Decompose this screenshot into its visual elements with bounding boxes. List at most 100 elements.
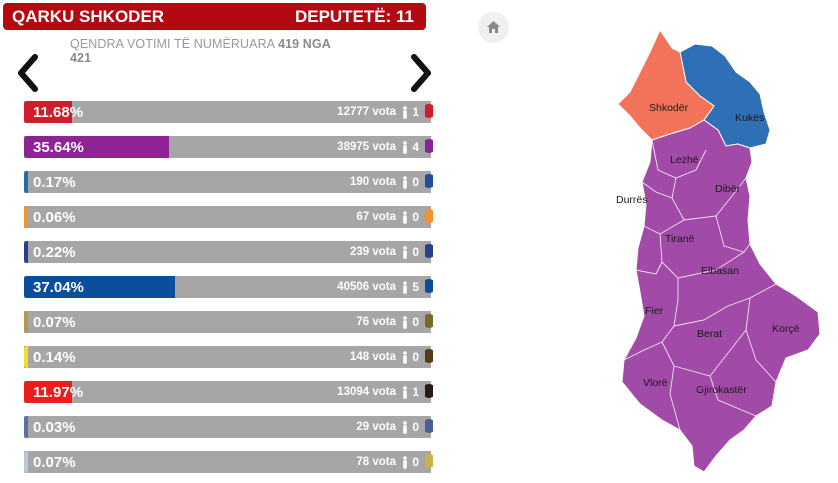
label-vlore: Vlorë	[643, 377, 668, 389]
counted-count: 419 NGA	[278, 37, 331, 51]
result-votes: 12777 vota	[337, 106, 396, 118]
result-seats: 1	[412, 105, 419, 119]
result-seats: 0	[412, 455, 419, 469]
result-percent: 0.22%	[33, 244, 76, 261]
party-result-row[interactable]: 0.17% 190 vota 0	[24, 171, 433, 193]
result-percent: 0.03%	[33, 419, 76, 436]
party-logo-icon	[425, 452, 433, 472]
prev-region-button[interactable]	[13, 53, 43, 93]
label-fier: Fier	[645, 305, 664, 317]
results-panel: QARKU SHKODER DEPUTETË: 11 QENDRA VOTIMI…	[3, 3, 436, 473]
result-votes: 40506 vota	[337, 281, 396, 293]
party-logo-icon	[425, 242, 433, 262]
party-result-row[interactable]: 11.68% 12777 vota 1	[24, 101, 433, 123]
result-seats: 0	[412, 175, 419, 189]
result-bar-fill	[24, 241, 28, 263]
result-bar-track	[24, 241, 431, 263]
result-bar-fill	[24, 101, 72, 123]
label-durres: Durrës	[616, 194, 648, 206]
person-icon	[403, 421, 407, 434]
next-region-button[interactable]	[406, 53, 436, 93]
label-shkoder: Shkodër	[649, 102, 689, 114]
label-elbasan: Elbasan	[701, 265, 739, 277]
result-seats: 5	[412, 280, 419, 294]
party-logo-icon	[425, 102, 433, 122]
result-percent: 37.04%	[33, 279, 84, 296]
party-result-row[interactable]: 35.64% 38975 vota 4	[24, 136, 433, 158]
result-bar-fill	[24, 311, 28, 333]
chevron-left-icon	[18, 54, 38, 92]
counted-centers-label: QENDRA VOTIMI TË NUMËRUARA 419 NGA 421	[70, 37, 370, 65]
party-result-row[interactable]: 0.03% 29 vota 0	[24, 416, 433, 438]
result-votes: 148 vota	[349, 351, 396, 363]
albania-map: Shkodër Kukës Lezhë Dibër Durrës Tiranë …	[616, 28, 821, 473]
region-header: QARKU SHKODER DEPUTETË: 11	[3, 3, 426, 30]
result-percent: 0.14%	[33, 349, 76, 366]
result-seats: 4	[412, 140, 419, 154]
result-votes: 67 vota	[356, 211, 396, 223]
chevron-right-icon	[411, 54, 431, 92]
party-logo-icon	[425, 347, 433, 367]
person-icon	[403, 211, 407, 224]
result-bar-track	[24, 206, 431, 228]
result-bar-fill	[24, 416, 28, 438]
person-icon	[403, 176, 407, 189]
counted-total: 421	[70, 51, 92, 65]
result-bar-fill	[24, 381, 72, 403]
party-result-row[interactable]: 37.04% 40506 vota 5	[24, 276, 433, 298]
result-bar-fill	[24, 136, 170, 158]
person-icon	[403, 281, 407, 294]
party-result-row[interactable]: 11.97% 13094 vota 1	[24, 381, 433, 403]
party-result-row[interactable]: 0.07% 78 vota 0	[24, 451, 433, 473]
result-bar-fill	[24, 346, 28, 368]
result-percent: 11.97%	[33, 384, 84, 401]
home-button[interactable]	[478, 12, 509, 43]
party-logo-icon	[425, 417, 433, 437]
label-berat: Berat	[697, 328, 722, 340]
result-bar-track	[24, 311, 431, 333]
person-icon	[403, 386, 407, 399]
region-labels: Shkodër Kukës Lezhë Dibër Durrës Tiranë …	[616, 102, 800, 396]
result-bar-track	[24, 416, 431, 438]
party-result-row[interactable]: 0.14% 148 vota 0	[24, 346, 433, 368]
result-votes: 78 vota	[356, 456, 396, 468]
result-bar-track	[24, 451, 431, 473]
result-votes: 239 vota	[349, 246, 396, 258]
result-seats: 0	[412, 315, 419, 329]
party-result-row[interactable]: 0.07% 76 vota 0	[24, 311, 433, 333]
party-logo-icon	[425, 207, 433, 227]
result-bar-fill	[24, 276, 175, 298]
result-percent: 0.07%	[33, 314, 76, 331]
region-borders	[623, 139, 777, 431]
result-percent: 35.64%	[33, 139, 84, 156]
result-bar-track	[24, 171, 431, 193]
label-korce: Korçë	[772, 323, 800, 335]
result-seats: 0	[412, 420, 419, 434]
result-seats: 0	[412, 350, 419, 364]
party-result-row[interactable]: 0.06% 67 vota 0	[24, 206, 433, 228]
person-icon	[403, 141, 407, 154]
person-icon	[403, 246, 407, 259]
map-region-rest[interactable]	[621, 119, 821, 473]
label-kukes: Kukës	[735, 112, 764, 124]
result-bar-track	[24, 381, 431, 403]
result-bar-fill	[24, 171, 28, 193]
result-seats: 0	[412, 210, 419, 224]
party-result-row[interactable]: 0.22% 239 vota 0	[24, 241, 433, 263]
seats-count: DEPUTETË: 11	[294, 7, 414, 26]
result-votes: 38975 vota	[337, 141, 396, 153]
person-icon	[403, 106, 407, 119]
party-logo-icon	[425, 172, 433, 192]
result-bar-fill	[24, 206, 28, 228]
result-bar-track	[24, 346, 431, 368]
label-tirane: Tiranë	[665, 233, 695, 245]
party-logo-icon	[425, 312, 433, 332]
result-percent: 11.68%	[33, 104, 84, 121]
result-votes: 29 vota	[356, 421, 396, 433]
party-logo-icon	[425, 137, 433, 157]
party-logo-icon	[425, 277, 433, 297]
result-percent: 0.07%	[33, 454, 76, 471]
person-icon	[403, 351, 407, 364]
region-title: QARKU SHKODER	[12, 7, 165, 26]
result-seats: 1	[412, 385, 419, 399]
